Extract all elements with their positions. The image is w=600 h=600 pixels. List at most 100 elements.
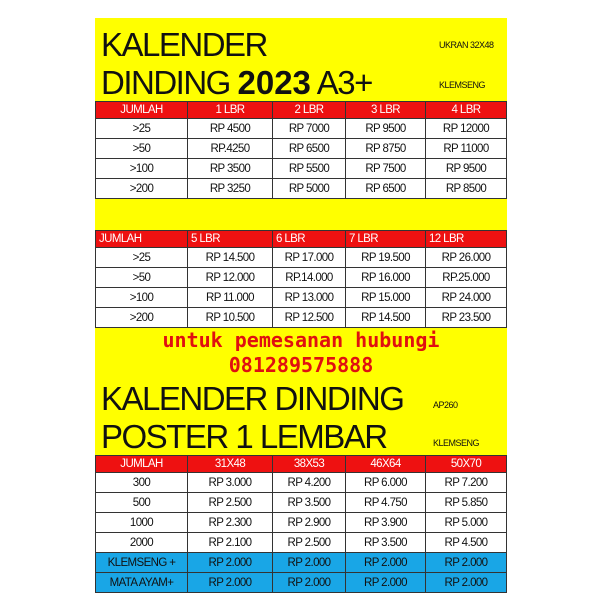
price-cell: RP 6500 xyxy=(272,138,346,159)
table-row: >200 RP 10.500 RP 12.500 RP 14.500 RP 23.500 xyxy=(95,307,507,328)
price-cell: RP 7500 xyxy=(345,158,426,179)
size-note: UKRAN 32X48 xyxy=(439,40,494,50)
price-cell: RP 2.000 xyxy=(345,572,426,593)
price-cell: RP 7.200 xyxy=(425,472,507,493)
quantity-cell: >100 xyxy=(95,287,188,308)
price-cell: RP 14.500 xyxy=(187,247,273,268)
price-cell: RP 3.500 xyxy=(272,492,346,513)
table-row: >50 RP 12.000 RP.14.000 RP 16.000 RP.25.000 xyxy=(95,267,507,288)
table-row: 2000 RP 2.100 RP 2.500 RP 3.500 RP 4.500 xyxy=(95,532,507,553)
table-row: 300 RP 3.000 RP 4.200 RP 6.000 RP 7.200 xyxy=(95,472,507,493)
column-header: 4 LBR xyxy=(425,101,507,119)
column-header: 5 LBR xyxy=(187,230,273,248)
price-cell: RP 2.000 xyxy=(187,572,273,593)
price-cell: RP 11000 xyxy=(425,138,507,159)
price-cell: RP 6500 xyxy=(345,178,426,199)
title-year: 2023 xyxy=(237,64,311,101)
price-cell: RP 12.500 xyxy=(272,307,346,328)
column-header: 12 LBR xyxy=(425,230,507,248)
quantity-cell: >50 xyxy=(95,138,188,159)
column-header: JUMLAH xyxy=(95,455,188,473)
quantity-cell: 300 xyxy=(95,472,188,493)
price-cell: RP 2.500 xyxy=(272,532,346,553)
price-cell: RP 5500 xyxy=(272,158,346,179)
price-cell: RP 2.000 xyxy=(272,552,346,573)
price-cell: RP 3250 xyxy=(187,178,273,199)
price-sheet: KALENDER DINDING 2023 A3+ UKRAN 32X48 KL… xyxy=(95,18,507,593)
column-header: 3 LBR xyxy=(345,101,426,119)
quantity-cell: >200 xyxy=(95,307,188,328)
quantity-cell: MATA AYAM+ xyxy=(95,572,188,593)
price-cell: RP 2.000 xyxy=(187,552,273,573)
column-header: 50X70 xyxy=(425,455,507,473)
quantity-cell: >100 xyxy=(95,158,188,179)
price-cell: RP 2.900 xyxy=(272,512,346,533)
quantity-cell: 1000 xyxy=(95,512,188,533)
price-cell: RP.25.000 xyxy=(425,267,507,288)
table-row: 500 RP 2.500 RP 3.500 RP 4.750 RP 5.850 xyxy=(95,492,507,513)
price-cell: RP 8500 xyxy=(425,178,507,199)
quantity-cell: 500 xyxy=(95,492,188,513)
quantity-cell: >200 xyxy=(95,178,188,199)
price-cell: RP 8750 xyxy=(345,138,426,159)
binding-note: KLEMSENG xyxy=(439,80,486,90)
price-cell: RP 2.100 xyxy=(187,532,273,553)
price-cell: RP.4250 xyxy=(187,138,273,159)
price-table-1: JUMLAH 1 LBR 2 LBR 3 LBR 4 LBR >25 RP 4500 RP 7… xyxy=(95,101,507,199)
price-cell: RP 2.300 xyxy=(187,512,273,533)
price-cell: RP 23.500 xyxy=(425,307,507,328)
price-cell: RP 5.000 xyxy=(425,512,507,533)
title-line-2: DINDING 2023 A3+ xyxy=(101,64,374,102)
price-cell: RP 4.500 xyxy=(425,532,507,553)
column-header: 38X53 xyxy=(272,455,346,473)
price-cell: RP 4.750 xyxy=(345,492,426,513)
price-cell: RP 2.000 xyxy=(345,552,426,573)
price-cell: RP 2.000 xyxy=(425,572,507,593)
price-cell: RP 2.000 xyxy=(425,552,507,573)
column-header: JUMLAH xyxy=(95,230,188,248)
column-header: 7 LBR xyxy=(345,230,426,248)
price-cell: RP 9500 xyxy=(425,158,507,179)
title-dinding: DINDING xyxy=(101,64,238,101)
table-row: MATA AYAM+ RP 2.000 RP 2.000 RP 2.000 RP 2.0… xyxy=(95,572,507,593)
paper-note: AP260 xyxy=(433,400,458,410)
quantity-cell: 2000 xyxy=(95,532,188,553)
contact-phone: 081289575888 xyxy=(228,353,374,377)
poster-title-1: KALENDER DINDING xyxy=(101,380,405,417)
column-header: 6 LBR xyxy=(272,230,346,248)
quantity-cell: >25 xyxy=(95,247,188,268)
column-header: 46X64 xyxy=(345,455,426,473)
poster-title-2: POSTER 1 LEMBAR xyxy=(101,418,388,455)
price-cell: RP 5000 xyxy=(272,178,346,199)
price-cell: RP 2.500 xyxy=(187,492,273,513)
price-cell: RP 2.000 xyxy=(272,572,346,593)
price-table-3: JUMLAH 31X48 38X53 46X64 50X70 300 RP 3.000 RP … xyxy=(95,455,507,593)
price-cell: RP 4.200 xyxy=(272,472,346,493)
title-format: A3+ xyxy=(310,64,374,101)
contact-text: untuk pemesanan hubungi xyxy=(162,328,440,352)
table-row: >100 RP 11.000 RP 13.000 RP 15.000 RP 24.000 xyxy=(95,287,507,308)
price-cell: RP 3.000 xyxy=(187,472,273,493)
price-cell: RP 17.000 xyxy=(272,247,346,268)
table-row: 1000 RP 2.300 RP 2.900 RP 3.900 RP 5.000 xyxy=(95,512,507,533)
quantity-cell: KLEMSENG + xyxy=(95,552,188,573)
price-cell: RP 12000 xyxy=(425,118,507,139)
price-cell: RP 5.850 xyxy=(425,492,507,513)
price-cell: RP 13.000 xyxy=(272,287,346,308)
quantity-cell: >25 xyxy=(95,118,188,139)
column-header: JUMLAH xyxy=(95,101,188,119)
price-cell: RP 6.000 xyxy=(345,472,426,493)
table-row: KLEMSENG + RP 2.000 RP 2.000 RP 2.000 RP 2.0… xyxy=(95,552,507,573)
price-cell: RP 4500 xyxy=(187,118,273,139)
poster-binding-note: KLEMSENG xyxy=(433,438,480,448)
title-line-1: KALENDER xyxy=(101,26,268,63)
price-cell: RP 9500 xyxy=(345,118,426,139)
quantity-cell: >50 xyxy=(95,267,188,288)
price-cell: RP 10.500 xyxy=(187,307,273,328)
column-header: 31X48 xyxy=(187,455,273,473)
table-row: >200 RP 3250 RP 5000 RP 6500 RP 8500 xyxy=(95,178,507,199)
column-header: 2 LBR xyxy=(272,101,346,119)
price-cell: RP 15.000 xyxy=(345,287,426,308)
price-cell: RP 14.500 xyxy=(345,307,426,328)
price-table-2: JUMLAH 5 LBR 6 LBR 7 LBR 12 LBR >25 RP 14.500 R… xyxy=(95,230,507,328)
